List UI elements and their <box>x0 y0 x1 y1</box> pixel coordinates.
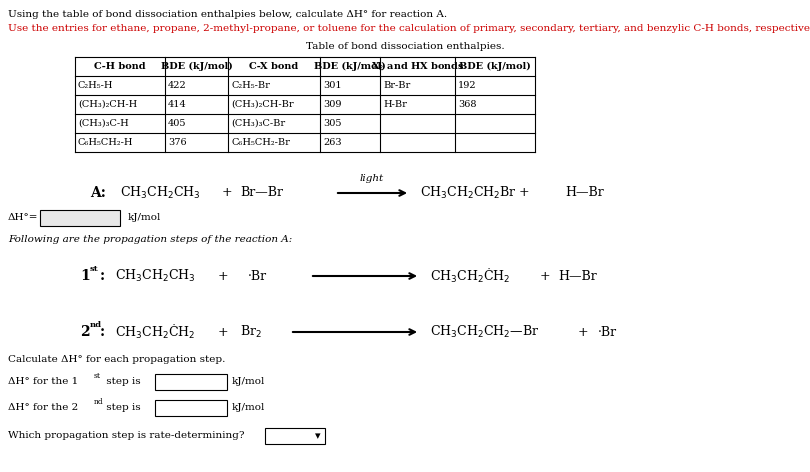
Text: :: : <box>100 325 105 339</box>
Text: H—Br: H—Br <box>558 270 597 283</box>
Text: BDE (kJ/mol): BDE (kJ/mol) <box>314 62 386 71</box>
Text: +: + <box>218 270 228 283</box>
Text: 1: 1 <box>80 269 90 283</box>
Text: 414: 414 <box>168 100 187 109</box>
Text: H-Br: H-Br <box>383 100 407 109</box>
Text: (CH₃)₃C-H: (CH₃)₃C-H <box>78 119 129 128</box>
Text: CH$_3$CH$_2$CH$_3$: CH$_3$CH$_2$CH$_3$ <box>120 185 200 201</box>
Text: 2: 2 <box>80 325 90 339</box>
Text: C₂H₅-Br: C₂H₅-Br <box>231 81 270 90</box>
Text: step is: step is <box>103 378 141 387</box>
Text: CH$_3$CH$_2$ĊH$_2$: CH$_3$CH$_2$ĊH$_2$ <box>430 267 510 285</box>
Text: 192: 192 <box>458 81 476 90</box>
Text: Br-Br: Br-Br <box>383 81 410 90</box>
Text: CH$_3$CH$_2$CH$_2$—Br: CH$_3$CH$_2$CH$_2$—Br <box>430 324 539 340</box>
Text: Table of bond dissociation enthalpies.: Table of bond dissociation enthalpies. <box>305 42 505 51</box>
Text: Calculate ΔH° for each propagation step.: Calculate ΔH° for each propagation step. <box>8 355 225 364</box>
Text: +: + <box>578 326 589 338</box>
Text: kJ/mol: kJ/mol <box>232 404 266 413</box>
Text: CH$_3$CH$_2$ĊH$_2$: CH$_3$CH$_2$ĊH$_2$ <box>115 323 195 341</box>
Text: 263: 263 <box>323 138 342 147</box>
Text: (CH₃)₂CH-H: (CH₃)₂CH-H <box>78 100 137 109</box>
Text: 376: 376 <box>168 138 186 147</box>
Text: ΔH° for the 2: ΔH° for the 2 <box>8 404 79 413</box>
Text: H—Br: H—Br <box>565 186 603 200</box>
Text: nd: nd <box>94 398 104 406</box>
Text: ·Br: ·Br <box>248 270 267 283</box>
Text: BDE (kJ/mol): BDE (kJ/mol) <box>160 62 232 71</box>
Bar <box>40 210 120 226</box>
Text: Br—Br: Br—Br <box>240 186 283 200</box>
Text: Br$_2$: Br$_2$ <box>240 324 262 340</box>
Text: 368: 368 <box>458 100 476 109</box>
Text: kJ/mol: kJ/mol <box>128 213 161 222</box>
Text: BDE (kJ/mol): BDE (kJ/mol) <box>459 62 531 71</box>
Text: st: st <box>90 265 99 273</box>
Text: Using the table of bond dissociation enthalpies below, calculate ΔH° for reactio: Using the table of bond dissociation ent… <box>8 10 447 19</box>
Text: kJ/mol: kJ/mol <box>232 378 266 387</box>
Text: Use the entries for ethane, propane, 2-methyl-propane, or toluene for the calcul: Use the entries for ethane, propane, 2-m… <box>8 24 810 33</box>
Bar <box>155 374 227 390</box>
Text: 301: 301 <box>323 81 342 90</box>
Text: Following are the propagation steps of the reaction A:: Following are the propagation steps of t… <box>8 236 292 244</box>
Text: 305: 305 <box>323 119 342 128</box>
Text: CH$_3$CH$_2$CH$_3$: CH$_3$CH$_2$CH$_3$ <box>115 268 195 284</box>
Text: 405: 405 <box>168 119 186 128</box>
Text: :: : <box>100 269 105 283</box>
Text: X$_2$ and HX bonds: X$_2$ and HX bonds <box>371 60 464 73</box>
Text: C₆H₅CH₂-H: C₆H₅CH₂-H <box>78 138 134 147</box>
Text: C₂H₅-H: C₂H₅-H <box>78 81 113 90</box>
Text: light: light <box>360 174 384 183</box>
Text: ▾: ▾ <box>315 431 321 441</box>
Text: ΔH°=: ΔH°= <box>8 213 39 222</box>
Bar <box>155 400 227 416</box>
Text: 309: 309 <box>323 100 342 109</box>
Text: A:: A: <box>90 186 106 200</box>
Text: nd: nd <box>90 321 102 329</box>
Text: C-H bond: C-H bond <box>94 62 146 71</box>
Bar <box>265 428 325 444</box>
Text: st: st <box>94 372 101 380</box>
Text: C-X bond: C-X bond <box>249 62 299 71</box>
Text: (CH₃)₂CH-Br: (CH₃)₂CH-Br <box>231 100 293 109</box>
Text: +: + <box>218 326 228 338</box>
Text: (CH₃)₃C-Br: (CH₃)₃C-Br <box>231 119 285 128</box>
Text: Which propagation step is rate-determining?: Which propagation step is rate-determini… <box>8 431 245 440</box>
Text: C₆H₅CH₂-Br: C₆H₅CH₂-Br <box>231 138 290 147</box>
Text: CH$_3$CH$_2$CH$_2$Br +: CH$_3$CH$_2$CH$_2$Br + <box>420 185 530 201</box>
Text: 422: 422 <box>168 81 187 90</box>
Text: +: + <box>222 186 232 200</box>
Text: step is: step is <box>103 404 141 413</box>
Text: ·Br: ·Br <box>598 326 617 338</box>
Text: ΔH° for the 1: ΔH° for the 1 <box>8 378 79 387</box>
Text: +: + <box>540 270 551 283</box>
